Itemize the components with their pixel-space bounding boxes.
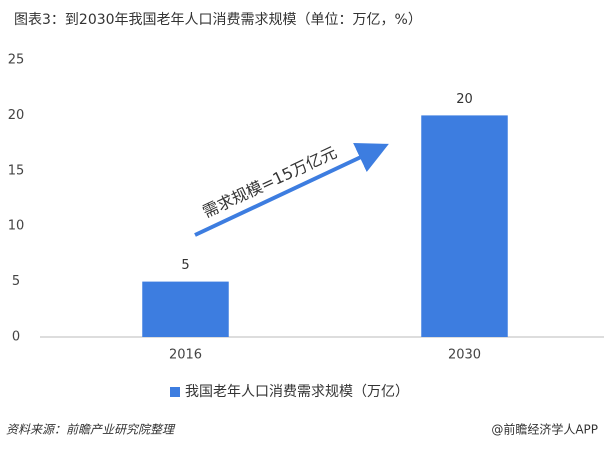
bar: [142, 281, 229, 337]
x-tick-label: 2016: [169, 348, 202, 363]
legend-swatch: [170, 387, 180, 397]
bar: [421, 115, 508, 338]
legend-label: 我国老年人口消费需求规模（万亿）: [185, 384, 409, 400]
y-tick-label: 0: [12, 330, 20, 345]
x-tick-label: 2030: [448, 348, 481, 363]
y-tick-label: 5: [12, 274, 20, 289]
data-label: 20: [456, 92, 473, 107]
annotation: 需求规模=15万亿元: [200, 143, 340, 222]
y-tick-label: 25: [8, 53, 25, 68]
annotation-arrow: [194, 143, 389, 237]
data-label: 5: [181, 258, 189, 273]
y-tick-label: 10: [8, 219, 25, 234]
chart-title: 图表3：到2030年我国老年人口消费需求规模（单位：万亿，%）: [14, 12, 422, 28]
watermark: @前瞻经济学人APP: [491, 422, 598, 437]
y-tick-label: 20: [8, 108, 25, 123]
source: 资料来源：前瞻产业研究院整理: [6, 423, 176, 437]
y-tick-label: 15: [8, 163, 25, 178]
